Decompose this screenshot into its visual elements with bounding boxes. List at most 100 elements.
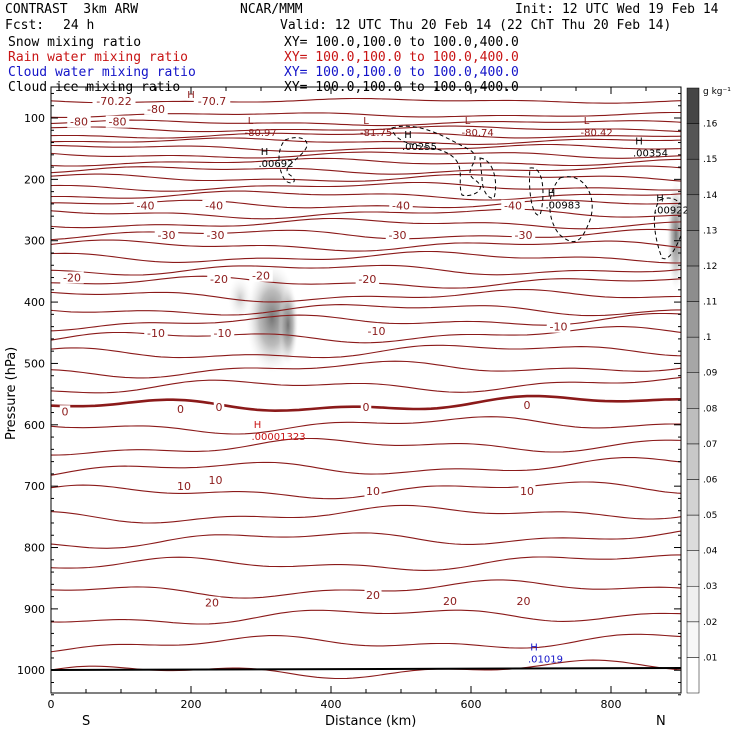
- snow-shading: [228, 180, 681, 373]
- contour-label: -30: [389, 229, 407, 242]
- plot-frame: [50, 86, 682, 694]
- colorbar-swatch: [686, 123, 700, 160]
- colorbar-level: .12: [703, 262, 717, 272]
- contour-label-bg: [202, 199, 226, 212]
- colorbar-level: .11: [703, 298, 717, 308]
- isotherm-contour: [51, 143, 681, 152]
- extremum-marker: H: [187, 90, 195, 101]
- colorbar-swatch: [686, 479, 700, 516]
- x-axis-ticks: 0 200 400 600 800: [48, 87, 647, 711]
- cloud-ice-contour: [479, 157, 497, 199]
- x-tick-label: 200: [181, 698, 202, 711]
- isotherm-contour: [51, 288, 681, 303]
- extremum-value: .01019: [528, 655, 563, 666]
- contour-label-bg: [385, 229, 410, 242]
- colorbar-swatch: [686, 585, 700, 623]
- contour-label-bg: [92, 94, 136, 107]
- extremum-value: -81.75: [360, 128, 392, 139]
- contour-label: 0: [524, 399, 531, 412]
- colorbar-swatch: [686, 657, 700, 694]
- contour-label-bg: [203, 229, 228, 242]
- isotherm-contour: [51, 217, 681, 230]
- valid-time: Valid: 12 UTC Thu 20 Feb 14 (22 ChT Thu …: [280, 18, 672, 33]
- contour-label-bg: [521, 399, 533, 412]
- contour-label-bg: [193, 94, 231, 107]
- contour-label: -40: [137, 200, 155, 213]
- isotherm-contour: [51, 504, 681, 524]
- isotherm-contour: [51, 250, 681, 264]
- contour-label: 20: [517, 595, 531, 608]
- colorbar-swatch: [686, 194, 700, 231]
- extremum-marker: L: [363, 116, 369, 127]
- init-time: Init: 12 UTC Wed 19 Feb 14: [515, 2, 719, 17]
- contour-label: -10: [214, 327, 232, 340]
- extremum-marker: H: [530, 643, 538, 654]
- isotherm-contour: [51, 208, 681, 220]
- contour-label: 20: [205, 597, 219, 610]
- contour-label-bg: [389, 199, 413, 212]
- organization: NCAR/MMM: [240, 2, 303, 17]
- contour-label-bg: [210, 326, 235, 339]
- isotherm-contour: [51, 125, 681, 133]
- y-tick-label: 500: [24, 357, 45, 370]
- isotherm-contour: [51, 151, 681, 159]
- isotherm-contour: [51, 137, 681, 145]
- contour-label: -30: [207, 229, 225, 242]
- extremum-value: .00255: [402, 142, 437, 153]
- contour-label: -10: [147, 327, 165, 340]
- contour-label-bg: [59, 405, 71, 418]
- contour-label: -20: [210, 273, 228, 286]
- contour-label: -70.7: [198, 95, 226, 108]
- colorbar-swatch: [686, 372, 700, 409]
- colorbar-swatch: [686, 408, 700, 445]
- contour-label: -40: [205, 200, 223, 213]
- extremum-value: -80.97: [245, 128, 277, 139]
- extremum-marker: H: [548, 189, 556, 200]
- isotherm-contour: [51, 456, 681, 476]
- contour-label-bg: [364, 485, 382, 498]
- colorbar-level: .01: [703, 653, 717, 663]
- cloud-ice-contours: [278, 125, 681, 260]
- contour-label: 10: [177, 480, 191, 493]
- snow-shade-core: [278, 285, 298, 365]
- y-tick-label: 100: [24, 112, 45, 125]
- contour-label: -20: [63, 272, 81, 285]
- contour-label: 10: [520, 485, 534, 498]
- contour-label-bg: [213, 401, 225, 414]
- snow-shade-halo: [228, 276, 252, 320]
- isotherm-contour: [51, 344, 681, 359]
- contour-label: -70.22: [96, 95, 131, 108]
- forecast-hours: 24 h: [63, 18, 95, 33]
- contour-label: -40: [504, 200, 522, 213]
- contour-label: -20: [358, 273, 376, 286]
- isotherm-contour: [51, 437, 681, 456]
- contour-label-bg: [364, 324, 389, 337]
- colorbar-level: .08: [703, 404, 718, 414]
- isotherm-contour: [51, 633, 681, 653]
- contour-label: -30: [158, 229, 176, 242]
- extremum-marker: H: [254, 420, 262, 431]
- colorbar-swatch: [686, 443, 700, 480]
- isotherm-contour: [51, 416, 681, 435]
- colorbar-swatch: [686, 301, 700, 338]
- isotherm-contour: [51, 97, 681, 104]
- isotherm-contour: [51, 181, 681, 192]
- contour-label-bg: [360, 401, 372, 414]
- extremum-value: .00354: [633, 148, 668, 159]
- y-axis-label: Pressure (hPa): [4, 347, 19, 440]
- contour-label-bg: [546, 320, 571, 333]
- contour-label: -40: [392, 200, 410, 213]
- y-tick-label: 300: [24, 235, 45, 248]
- x-tick-label: 600: [461, 698, 482, 711]
- extremum-marker: H: [261, 147, 269, 158]
- forecast-label: Fcst:: [5, 18, 45, 33]
- contour-label-bg: [67, 115, 91, 128]
- y-tick-label: 1000: [17, 664, 45, 677]
- isotherm-contour: [51, 312, 681, 332]
- contour-label-bg: [441, 594, 459, 607]
- contour-label-bg: [515, 594, 532, 607]
- isotherm-contour: [51, 376, 681, 394]
- colorbar-level: .07: [703, 440, 717, 450]
- isotherm-contour: [51, 609, 681, 625]
